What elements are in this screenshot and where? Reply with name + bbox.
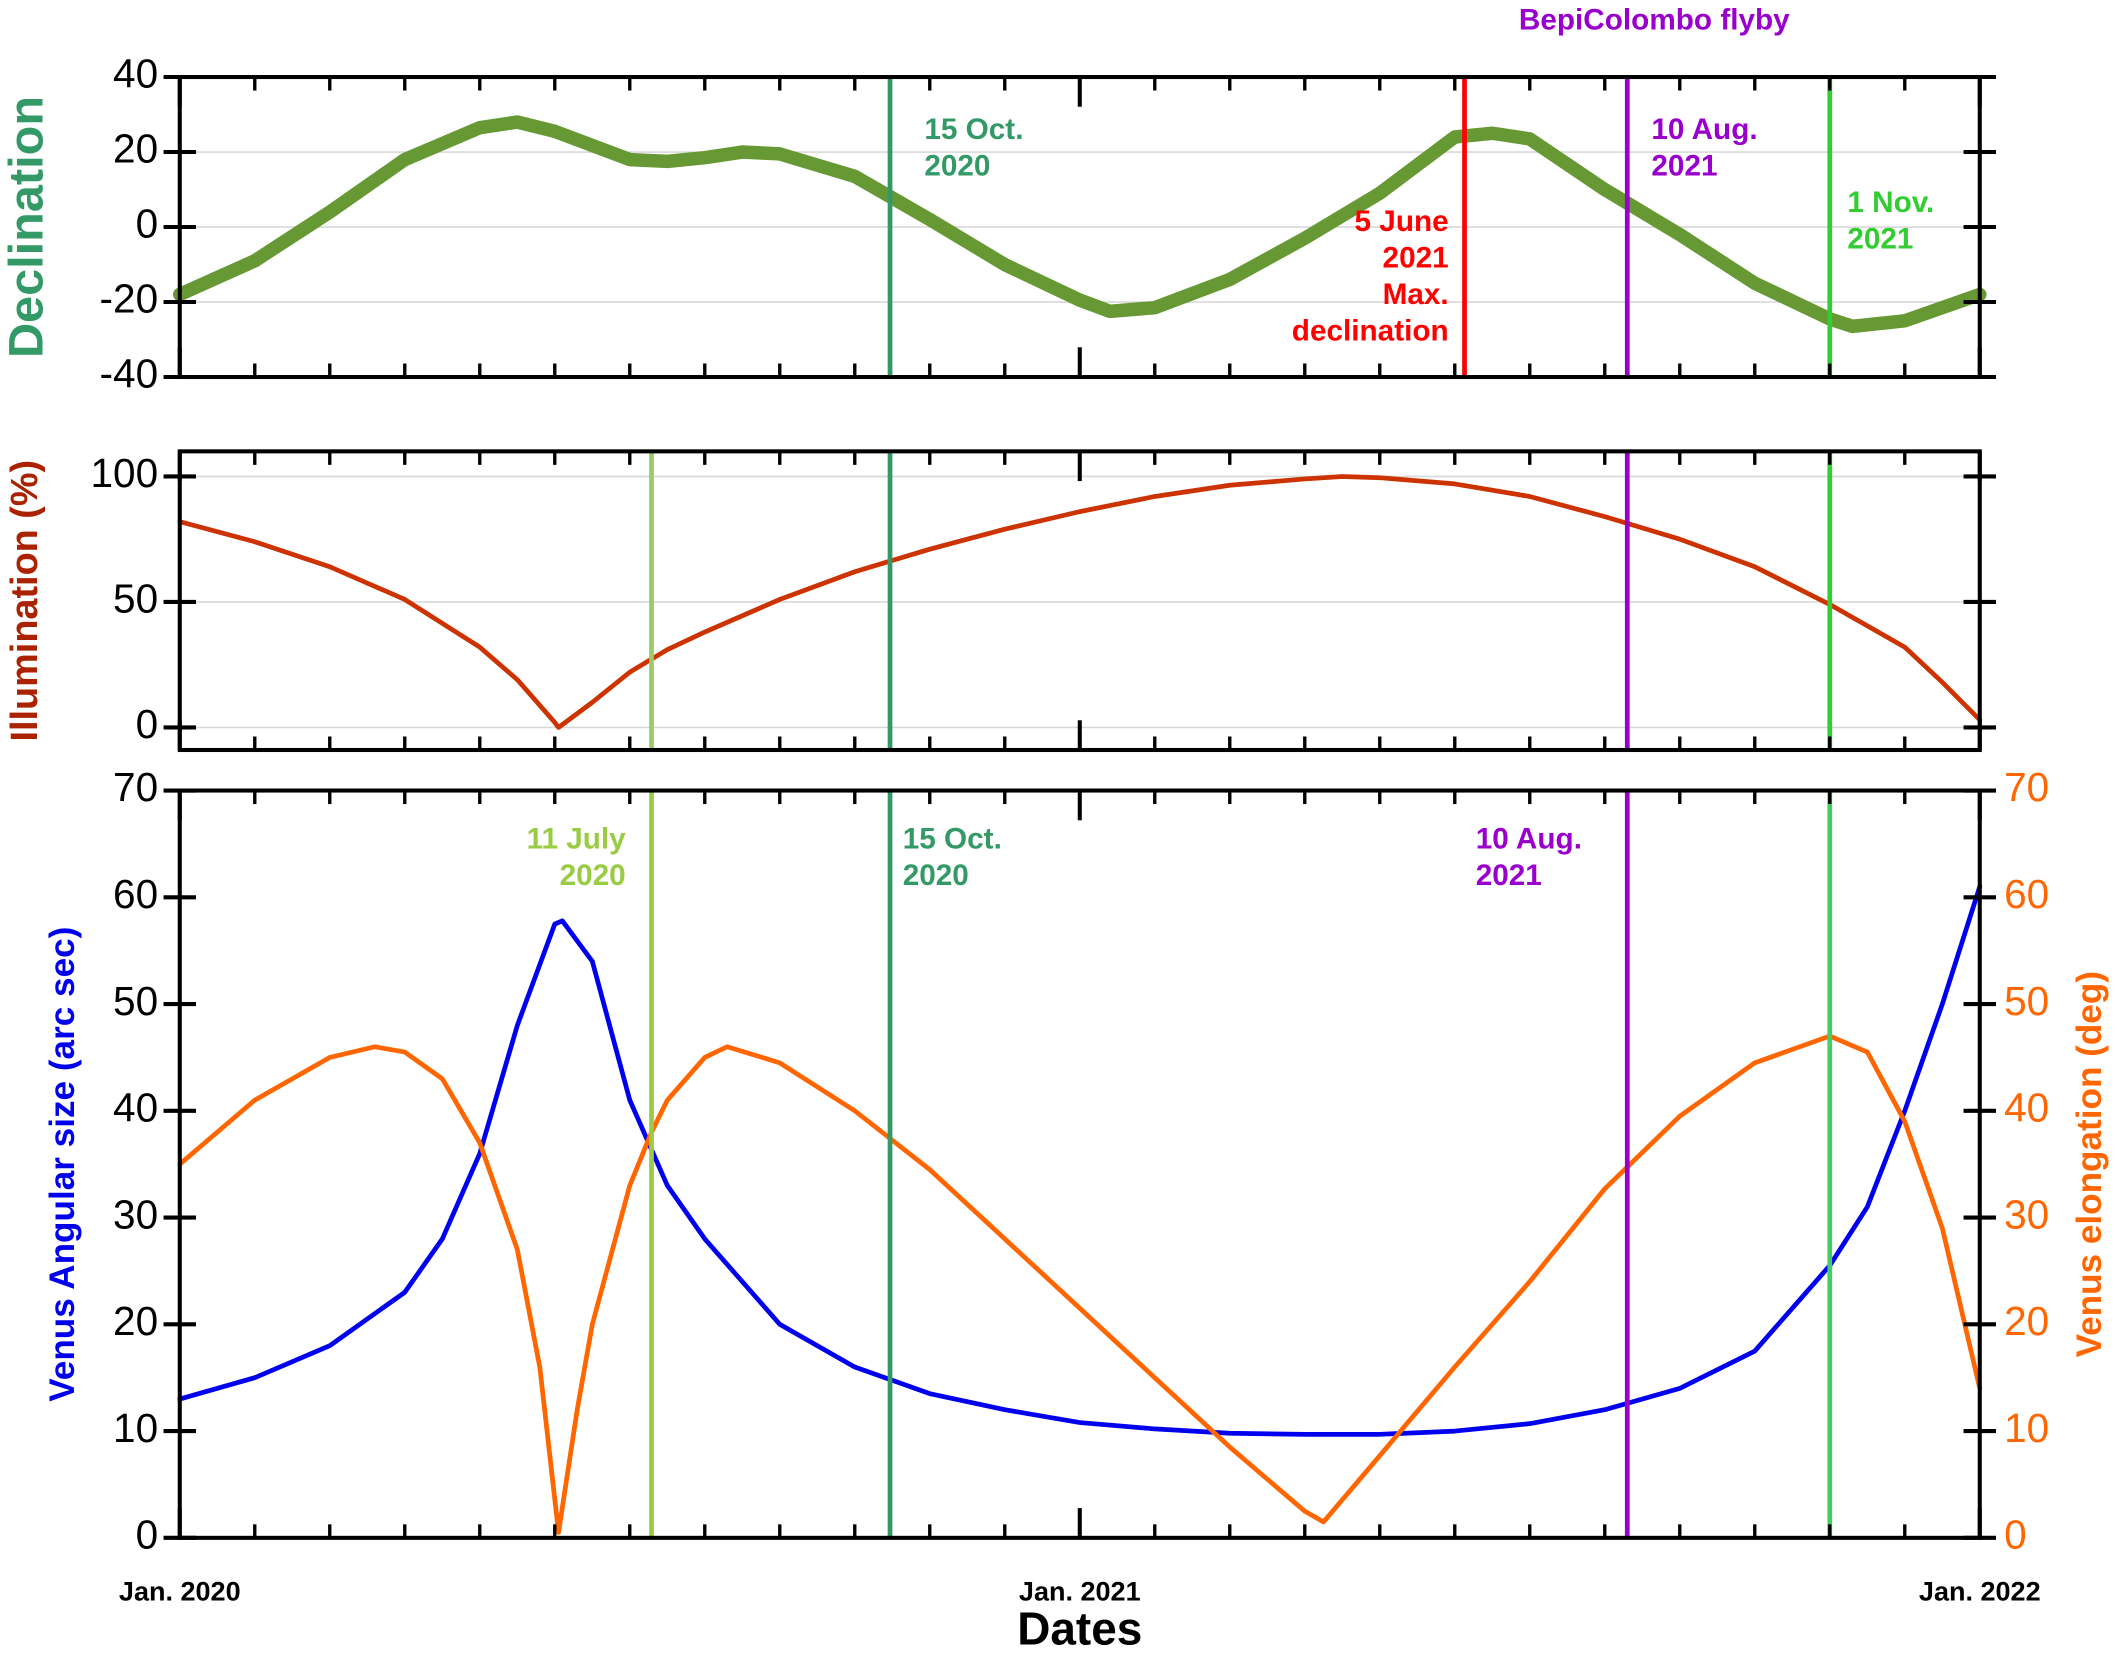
event-label: 2021 (1847, 222, 1913, 255)
event-label: 2020 (903, 859, 969, 892)
data-line (173, 115, 1987, 334)
event-label: declination (1292, 314, 1449, 347)
event-label: Max. (1383, 278, 1449, 311)
y-axis-title: Illumination (%) (4, 460, 46, 742)
y-tick-label: 50 (113, 576, 158, 622)
x-tick-label: Jan. 2021 (1019, 1576, 1141, 1606)
y-tick-label: 10 (113, 1405, 158, 1451)
y-tick-label: 20 (113, 126, 158, 172)
y2-axis-title: Venus elongation (deg) (2070, 971, 2109, 1357)
y-tick-label: 40 (113, 1085, 158, 1131)
y-tick-label: 20 (113, 1298, 158, 1344)
event-label: 2020 (560, 859, 626, 892)
y2-tick-label: 30 (2004, 1191, 2049, 1237)
y-tick-label: 50 (113, 978, 158, 1024)
event-label: 1 Nov. (1847, 186, 1934, 219)
y2-tick-label: 0 (2004, 1512, 2027, 1558)
y-tick-label: 30 (113, 1191, 158, 1237)
event-label: 10 Aug. (1651, 113, 1757, 146)
data-line (177, 474, 1983, 730)
plot-frame (177, 788, 1982, 1540)
event-label: 2020 (924, 149, 990, 182)
y-tick-label: 40 (113, 51, 158, 97)
event-label: 11 July (527, 822, 627, 855)
event-label: 2021 (1383, 241, 1449, 274)
y2-tick-label: 10 (2004, 1405, 2049, 1451)
event-note: BepiColombo flyby (1519, 3, 1790, 36)
y-axis-title: Venus Angular size (arc sec) (43, 927, 82, 1402)
y-tick-label: 70 (113, 764, 158, 810)
data-line (177, 1033, 1983, 1535)
event-label: 5 June (1355, 205, 1449, 238)
y2-tick-label: 40 (2004, 1085, 2049, 1131)
y2-tick-label: 50 (2004, 978, 2049, 1024)
event-label: 15 Oct. (924, 113, 1023, 146)
y-tick-label: 100 (91, 450, 159, 496)
plot-frame (177, 449, 1982, 753)
event-label: 15 Oct. (903, 822, 1002, 855)
y2-tick-label: 60 (2004, 871, 2049, 917)
event-label: 10 Aug. (1476, 822, 1582, 855)
y-axis-title: Declination (0, 96, 54, 358)
y-tick-label: 0 (136, 701, 159, 747)
x-tick-label: Jan. 2020 (119, 1576, 241, 1606)
event-label: 2021 (1476, 859, 1542, 892)
x-axis-title: Dates (1017, 1603, 1142, 1655)
event-label: 2021 (1651, 149, 1717, 182)
data-line (177, 884, 1983, 1437)
y-tick-label: -40 (100, 351, 159, 397)
x-tick-label: Jan. 2022 (1919, 1576, 2041, 1606)
y-tick-label: 60 (113, 871, 158, 917)
y2-tick-label: 20 (2004, 1298, 2049, 1344)
y-tick-label: 0 (136, 201, 159, 247)
y-tick-label: 0 (136, 1512, 159, 1558)
y2-tick-label: 70 (2004, 764, 2049, 810)
y-tick-label: -20 (100, 276, 159, 322)
